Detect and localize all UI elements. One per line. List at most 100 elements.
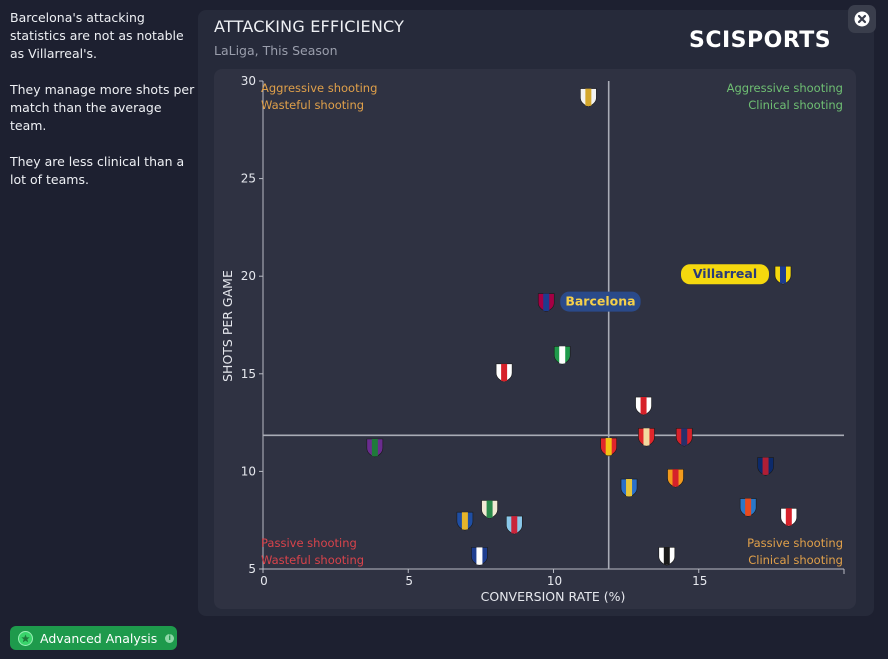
insight-paragraph: They manage more shots per match than th… bbox=[10, 82, 195, 133]
close-button[interactable] bbox=[848, 5, 876, 33]
celta-vigo-crest-icon bbox=[505, 515, 523, 535]
plot-area bbox=[214, 69, 856, 609]
data-point bbox=[495, 363, 513, 383]
rayo-vallecano-crest-icon bbox=[780, 507, 798, 527]
sevilla-crest-icon bbox=[495, 363, 513, 383]
espanyol-crest-icon bbox=[739, 498, 757, 517]
y-tick-label: 15 bbox=[241, 367, 256, 381]
y-tick-label: 30 bbox=[241, 74, 256, 88]
mallorca-crest-icon bbox=[600, 437, 617, 457]
y-tick-label: 20 bbox=[241, 269, 256, 283]
data-point bbox=[620, 478, 638, 498]
data-point bbox=[757, 457, 774, 476]
data-point bbox=[456, 511, 474, 531]
crest-stripe bbox=[543, 293, 550, 312]
team-label-badge bbox=[680, 264, 769, 285]
x-axis-label: CONVERSION RATE (%) bbox=[481, 589, 626, 604]
levante-crest-icon bbox=[757, 457, 774, 476]
data-point bbox=[780, 507, 798, 527]
crest-stripe bbox=[461, 512, 468, 530]
data-point bbox=[580, 88, 597, 107]
athletic-club-crest-icon bbox=[635, 396, 652, 416]
crest-stripe bbox=[501, 363, 508, 382]
x-tick-label: 5 bbox=[405, 574, 413, 588]
y-tick-label: 5 bbox=[248, 562, 256, 576]
scisports-logo: SCISPORTS bbox=[689, 28, 832, 53]
insight-paragraph: They are less clinical than a lot of tea… bbox=[10, 154, 185, 187]
star-icon bbox=[18, 630, 33, 646]
data-point bbox=[739, 498, 757, 517]
crest-stripe bbox=[476, 547, 483, 565]
data-points: Barcelona Villarreal bbox=[366, 88, 798, 566]
x-tick-label: 15 bbox=[692, 574, 707, 588]
elche-crest-icon bbox=[481, 500, 498, 519]
crest-stripe bbox=[585, 88, 592, 107]
quadrant-bottom-left-line1: Passive shooting bbox=[261, 536, 357, 550]
advanced-analysis-button[interactable]: Advanced Analysis i bbox=[10, 626, 177, 650]
crest-stripe bbox=[785, 508, 792, 526]
barcelona-crest-icon bbox=[537, 293, 555, 312]
crest-stripe bbox=[605, 438, 612, 456]
team-label-badge bbox=[560, 291, 641, 312]
quadrant-top-left-line1: Aggressive shooting bbox=[261, 81, 377, 95]
albacete-crest-icon bbox=[658, 547, 676, 566]
atletico-madrid-crest-icon bbox=[675, 427, 693, 447]
almeria-crest-icon bbox=[638, 427, 655, 447]
crest-stripe bbox=[559, 346, 566, 364]
x-tick-label: 0 bbox=[260, 574, 268, 588]
data-point bbox=[481, 500, 498, 519]
real-betis-crest-icon bbox=[553, 345, 571, 365]
axes bbox=[262, 81, 845, 574]
crest-stripe bbox=[779, 266, 786, 284]
quadrant-top-right-line1: Aggressive shooting bbox=[727, 81, 843, 95]
quadrant-bottom-right-line2: Clinical shooting bbox=[748, 553, 843, 567]
crest-stripe bbox=[762, 457, 769, 476]
data-point bbox=[667, 468, 684, 488]
data-point bbox=[505, 515, 523, 535]
villarreal-crest-icon bbox=[774, 265, 792, 285]
quadrant-bottom-left-line2: Wasteful shooting bbox=[261, 553, 364, 567]
average-lines bbox=[263, 81, 844, 569]
x-ticks: 0 5 10 15 bbox=[260, 569, 707, 588]
chart-subtitle: LaLiga, This Season bbox=[214, 43, 338, 58]
x-tick-label: 10 bbox=[547, 574, 562, 588]
close-icon bbox=[854, 11, 870, 27]
insight-panel: Barcelona's attacking statistics are not… bbox=[10, 9, 195, 207]
data-point bbox=[471, 547, 488, 566]
crest-stripe bbox=[745, 498, 752, 517]
insight-paragraph: Barcelona's attacking statistics are not… bbox=[10, 10, 184, 61]
advanced-analysis-label: Advanced Analysis bbox=[40, 630, 158, 646]
quadrant-top-left-line2: Wasteful shooting bbox=[261, 98, 364, 112]
data-point bbox=[635, 396, 652, 416]
real-madrid-crest-icon bbox=[580, 88, 597, 107]
data-point: Barcelona bbox=[537, 291, 641, 312]
crest-stripe bbox=[371, 439, 378, 457]
valencia-crest-icon bbox=[667, 468, 684, 488]
chart-title: ATTACKING EFFICIENCY bbox=[214, 17, 405, 36]
crest-stripe bbox=[640, 397, 647, 415]
tenerife-crest-icon bbox=[471, 547, 488, 566]
crest-stripe bbox=[663, 547, 670, 565]
data-point bbox=[675, 427, 693, 447]
team-label: Barcelona bbox=[565, 294, 635, 309]
data-point bbox=[600, 437, 617, 457]
team-label: Villarreal bbox=[693, 266, 757, 281]
crest-stripe bbox=[486, 500, 493, 518]
y-axis-label: SHOTS PER GAME bbox=[220, 270, 235, 382]
crest-stripe bbox=[643, 428, 650, 446]
crest-stripe bbox=[681, 428, 688, 446]
y-tick-label: 25 bbox=[241, 172, 256, 186]
crest-stripe bbox=[672, 469, 679, 487]
info-icon[interactable]: i bbox=[165, 633, 175, 643]
y-ticks: 5 10 15 20 25 30 bbox=[241, 74, 263, 576]
real-sociedad-crest-icon bbox=[456, 511, 474, 531]
real-valladolid-crest-icon bbox=[366, 438, 384, 458]
crest-stripe bbox=[511, 516, 518, 534]
y-tick-label: 10 bbox=[241, 464, 256, 478]
data-point bbox=[638, 427, 655, 447]
quadrant-bottom-right-line1: Passive shooting bbox=[747, 536, 843, 550]
data-point bbox=[366, 438, 384, 458]
getafe-crest-icon bbox=[620, 478, 638, 498]
crest-stripe bbox=[626, 479, 633, 497]
